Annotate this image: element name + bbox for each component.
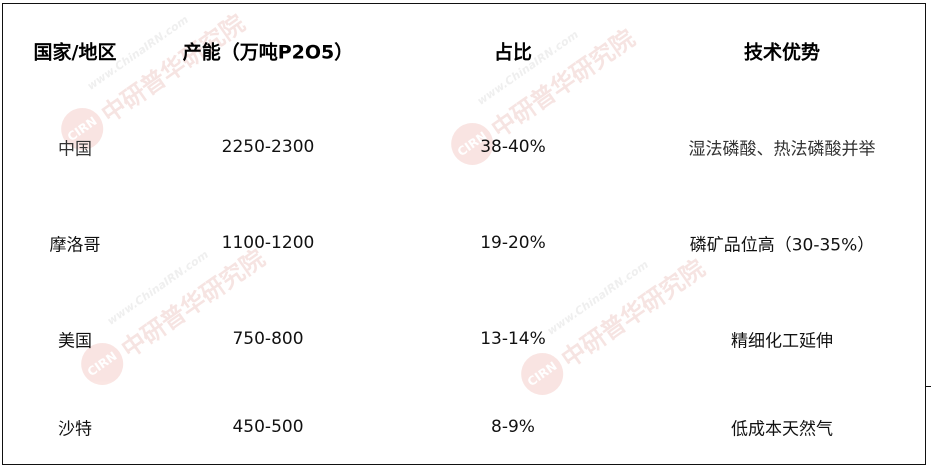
cell-advantage: 湿法磷酸、热法磷酸并举 — [688, 139, 876, 160]
header-share: 占比 — [493, 41, 533, 64]
cell-country: 沙特 — [58, 419, 92, 440]
header-country: 国家/地区 — [33, 41, 117, 64]
cell-capacity: 750-800 — [232, 329, 304, 349]
cell-share: 38-40% — [480, 137, 546, 157]
cell-country: 中国 — [58, 139, 92, 160]
cell-country: 摩洛哥 — [49, 235, 101, 256]
header-advantage: 技术优势 — [743, 41, 821, 64]
cell-share: 19-20% — [480, 233, 546, 253]
cell-capacity: 2250-2300 — [221, 137, 315, 157]
cell-advantage: 低成本天然气 — [731, 419, 833, 440]
cell-capacity: 1100-1200 — [221, 233, 315, 253]
cell-advantage: 精细化工延伸 — [731, 331, 833, 352]
cell-country: 美国 — [58, 331, 92, 352]
border-tick — [925, 386, 931, 387]
header-capacity: 产能（万吨P2O5） — [182, 41, 354, 64]
cell-advantage: 磷矿品位高（30-35%） — [689, 235, 875, 256]
cell-share: 8-9% — [491, 417, 535, 437]
table-frame — [2, 3, 926, 465]
cell-share: 13-14% — [480, 329, 546, 349]
cell-capacity: 450-500 — [232, 417, 304, 437]
